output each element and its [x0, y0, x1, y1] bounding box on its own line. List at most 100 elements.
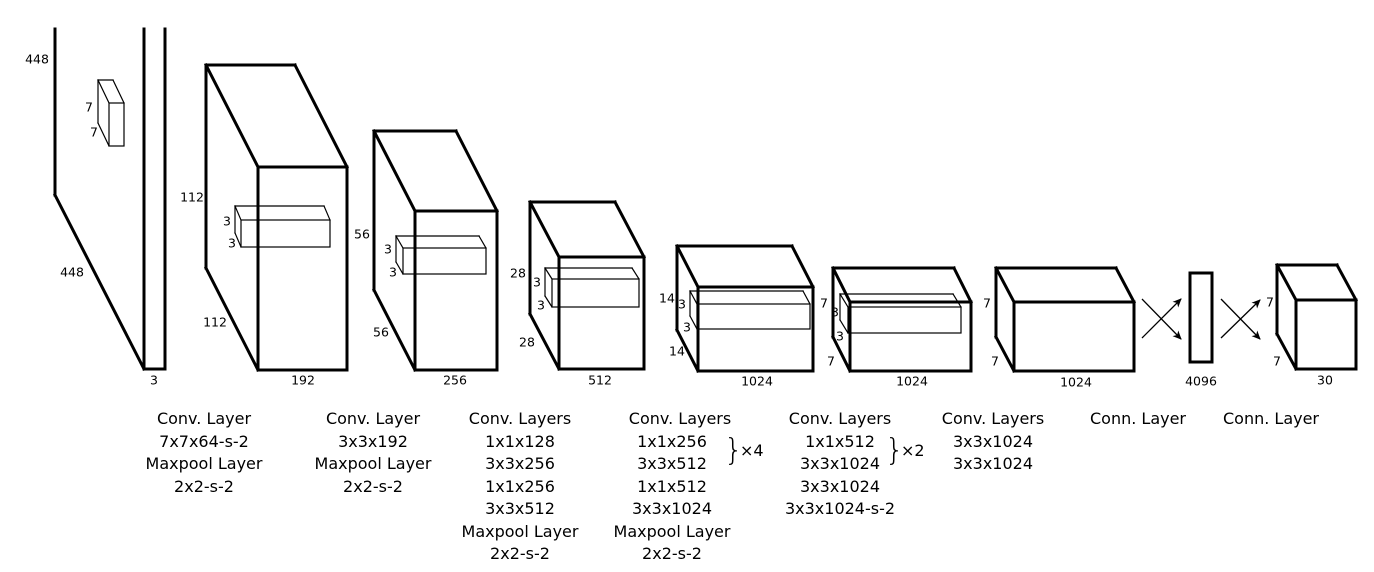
layer-caption: Conn. Layer — [1090, 408, 1186, 431]
feature-map-5-edge — [830, 334, 853, 374]
kernel-width-label: 3 — [836, 329, 844, 344]
conv-kernel-4 — [689, 290, 811, 330]
caption-line: 1x1x512 — [805, 431, 875, 451]
height-label: 7 — [820, 296, 828, 311]
feature-map-8 — [1274, 262, 1359, 372]
caption-line: 1x1x512 — [637, 476, 707, 496]
conv-kernel-4-edge — [689, 315, 698, 330]
height-label: 112 — [180, 190, 204, 205]
feature-map-5-edge — [830, 265, 853, 305]
width-label: 448 — [60, 265, 84, 280]
caption-line: 1x1x256 — [637, 431, 707, 451]
height-label: 14 — [659, 291, 675, 306]
caption-line: 3x3x512 — [485, 499, 555, 518]
height-label: 7 — [1266, 295, 1274, 310]
feature-map-6 — [993, 265, 1137, 374]
feature-map-6-edge — [993, 265, 1017, 305]
feature-map-1-edge — [292, 62, 350, 170]
kernel-height-label: 3 — [223, 214, 231, 229]
width-label: 112 — [203, 315, 227, 330]
conv-kernel-5-front-face — [847, 306, 962, 334]
width-label: 28 — [519, 335, 535, 350]
height-label: 56 — [354, 227, 370, 242]
feature-map-5-edge — [951, 265, 974, 305]
kernel-height-label: 7 — [85, 100, 93, 115]
conv-kernel-1 — [234, 205, 331, 248]
caption-line: 3x3x1024 — [631, 499, 713, 518]
conv-kernel-0-edge — [112, 79, 125, 104]
caption-title: Conv. Layers — [468, 409, 572, 428]
caption-title: Conn. Layer — [1222, 409, 1320, 428]
caption-title: Conv. Layers — [788, 409, 892, 428]
repeat-brace: } — [724, 433, 744, 468]
feature-map-8-edge — [1334, 262, 1359, 303]
conv-kernel-2-edge — [395, 261, 404, 275]
feature-map-3-edge — [527, 199, 562, 260]
caption-title: Conv. Layers — [628, 409, 732, 428]
conv-kernel-5-edge — [952, 293, 962, 308]
conv-kernel-0-front-face — [108, 102, 125, 147]
fully-connected-vector — [1188, 271, 1214, 364]
conv-kernel-5-edge — [839, 319, 849, 334]
caption-title: Conv. Layer — [325, 409, 421, 428]
layer-caption: Conn. Layer — [1223, 408, 1319, 431]
kernel-height-label: 3 — [533, 275, 541, 290]
caption-line: Maxpool Layer — [145, 454, 263, 473]
caption-title: Conv. Layers — [941, 409, 1045, 428]
channels-label: 4096 — [1185, 374, 1217, 389]
height-label: 448 — [25, 52, 49, 67]
feature-map-3 — [527, 199, 647, 372]
caption-line: 3x3x1024 — [952, 431, 1034, 451]
feature-map-6-edge — [1113, 265, 1137, 305]
caption-title: Conn. Layer — [1089, 409, 1187, 428]
layer-caption: Conv. Layers 1x1x512 3x3x1024 3x3x1024 3x3x1… — [785, 408, 895, 521]
conv-kernel-3-edge — [544, 267, 553, 280]
repeat-count: ×4 — [740, 441, 764, 460]
conv-kernel-3-front-face — [551, 278, 640, 308]
feature-map-4-edge — [789, 243, 816, 290]
kernel-height-label: 3 — [831, 305, 839, 320]
feature-map-8-front-face — [1294, 298, 1358, 371]
input-image-bottom-edge — [52, 192, 147, 372]
conv-kernel-3 — [544, 267, 640, 308]
feature-map-1 — [203, 62, 350, 373]
kernel-width-label: 3 — [683, 320, 691, 335]
conv-kernel-1-edge — [234, 205, 242, 221]
conv-kernel-5 — [839, 293, 962, 334]
layer-caption: Conv. Layer 3x3x192 Maxpool Layer 2x2-s-2 — [315, 408, 432, 498]
conv-kernel-2-front-face — [402, 247, 487, 275]
feature-map-1-front-face — [256, 165, 349, 372]
feature-map-3-front-face — [557, 255, 646, 371]
repeat-brace: } — [885, 433, 905, 468]
caption-line: 3x3x192 — [338, 431, 408, 451]
layer-caption: Conv. Layers 1x1x128 3x3x256 1x1x256 3x3x512… — [462, 408, 579, 566]
caption-line: 3x3x256 — [485, 454, 555, 473]
feature-map-4-edge — [674, 243, 701, 290]
caption-line: Maxpool Layer — [613, 521, 731, 541]
feature-map-2-edge — [453, 128, 500, 214]
width-label: 7 — [1273, 354, 1281, 369]
feature-map-2 — [371, 128, 500, 373]
width-label: 7 — [991, 354, 999, 369]
layer-caption: Conv. Layers 3x3x1024 3x3x1024 — [942, 408, 1044, 476]
channels-label: 192 — [291, 373, 315, 388]
layer-caption: Conv. Layer 7x7x64-s-2 Maxpool Layer 2x2-s-… — [146, 408, 263, 498]
caption-line: 3x3x1024 — [799, 476, 881, 496]
channels-label: 256 — [443, 373, 467, 388]
caption-line: 1x1x128 — [485, 431, 555, 451]
connection-arrow-icon — [1141, 298, 1182, 339]
height-label: 7 — [983, 296, 991, 311]
conv-kernel-0-edge — [97, 122, 110, 147]
caption-line: Maxpool Layer — [461, 521, 579, 541]
caption-line: 1x1x256 — [485, 476, 555, 496]
conv-kernel-1-edge — [234, 232, 242, 248]
kernel-width-label: 3 — [389, 265, 397, 280]
conv-kernel-2-edge — [478, 235, 487, 249]
conv-kernel-3-edge — [631, 267, 640, 280]
channels-label: 512 — [588, 373, 612, 388]
conv-kernel-4-edge — [689, 290, 698, 305]
width-label: 7 — [827, 354, 835, 369]
kernel-width-label: 3 — [537, 298, 545, 313]
conv-kernel-0 — [97, 79, 125, 147]
conv-kernel-0-edge — [97, 79, 110, 104]
